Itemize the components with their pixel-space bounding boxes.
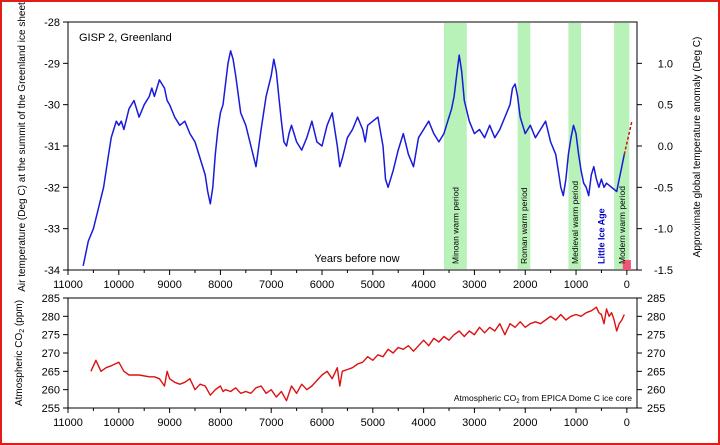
x-tick-label: 9000 (157, 279, 181, 291)
x-axis-label: Years before now (314, 253, 399, 265)
co2-line (90, 306, 625, 402)
co2-y2-tick-label: 285 (647, 293, 665, 305)
warm-period-label: Roman warm period (519, 187, 529, 264)
co2-plot-area (67, 297, 638, 409)
warm-period-label: Minoan warm period (450, 187, 460, 264)
co2-y-axis-label: Atmospheric CO2 (ppm) (14, 300, 26, 406)
co2-axes: 11000 10000 9000 8000 7000 6000 5000 4000 3000 20… (42, 293, 666, 429)
y-tick-label: -29 (44, 58, 60, 70)
co2-x-tick-label: 6000 (310, 417, 334, 429)
x-tick-label: 8000 (208, 279, 232, 291)
temperature-panel: GISP 2, Greenland Years before now Air t… (17, 2, 703, 292)
temperature-series (82, 50, 633, 270)
modern-marker (622, 260, 631, 270)
warm-period-bands (443, 23, 630, 269)
temperature-axes: 11000 10000 9000 8000 7000 6000 5000 4000 3000 20… (44, 17, 673, 291)
co2-series (90, 306, 625, 402)
co2-x-tick-label: 9000 (157, 417, 181, 429)
chart-title: GISP 2, Greenland (79, 32, 172, 44)
x-tick-label: 0 (624, 279, 630, 291)
co2-y2-tick-label: 275 (647, 330, 665, 342)
warm-period-band (517, 23, 531, 269)
y2-tick-label: 0.5 (658, 100, 673, 112)
co2-y-tick-label: 275 (42, 330, 60, 342)
y2-tick-label: -1.0 (654, 224, 673, 236)
warm-period-band (614, 23, 630, 269)
co2-annotation: Atmospheric CO2 from EPICA Dome C ice co… (454, 393, 632, 405)
co2-x-tick-label: 10000 (104, 417, 135, 429)
y-tick-label: -30 (44, 100, 60, 112)
warm-period-band (443, 23, 467, 269)
y-axis-label: Air temperature (Deg C) at the summit of… (17, 2, 28, 292)
y2-tick-label: 0.0 (658, 141, 673, 153)
x-tick-label: 7000 (259, 279, 283, 291)
x-tick-label: 5000 (361, 279, 385, 291)
x-tick-label: 11000 (53, 279, 83, 291)
y2-axis-label: Approximate global temperature anomaly (… (692, 37, 703, 258)
co2-x-tick-label: 1000 (564, 417, 588, 429)
co2-x-tick-label: 7000 (259, 417, 283, 429)
co2-y2-tick-label: 265 (647, 366, 665, 378)
co2-y-tick-label: 280 (42, 311, 60, 323)
y-tick-label: -34 (44, 265, 60, 277)
co2-x-tick-label: 2000 (513, 417, 537, 429)
co2-x-tick-label: 4000 (411, 417, 435, 429)
x-tick-label: 3000 (462, 279, 486, 291)
co2-x-tick-label: 11000 (53, 417, 83, 429)
x-tick-label: 1000 (564, 279, 588, 291)
co2-y2-tick-label: 260 (647, 385, 665, 397)
co2-x-tick-label: 8000 (208, 417, 232, 429)
warm-period-label: Modern warm period (617, 186, 627, 264)
y2-tick-label: -1.5 (654, 265, 673, 277)
co2-y2-tick-label: 270 (647, 348, 665, 360)
y-tick-label: -32 (44, 182, 60, 194)
warm-period-label: Medieval warm period (570, 181, 580, 264)
co2-y-tick-label: 270 (42, 348, 60, 360)
y2-tick-label: -0.5 (654, 182, 673, 194)
x-tick-label: 10000 (104, 279, 135, 291)
recent-warming-line (623, 121, 633, 155)
warm-period-band (568, 23, 582, 269)
y-tick-label: -28 (44, 17, 60, 29)
little-ice-age-label: Little Ice Age (596, 208, 606, 264)
temperature-line (82, 50, 626, 267)
y-tick-label: -31 (44, 141, 60, 153)
y-tick-label: -33 (44, 224, 60, 236)
x-tick-label: 6000 (310, 279, 334, 291)
x-tick-label: 2000 (513, 279, 537, 291)
co2-x-tick-label: 5000 (361, 417, 385, 429)
y2-tick-label: 1.0 (658, 58, 673, 70)
co2-y-tick-label: 260 (42, 385, 60, 397)
period-labels: Minoan warm period Roman warm period Medie… (450, 181, 626, 264)
co2-y2-tick-label: 280 (647, 311, 665, 323)
co2-y2-tick-label: 255 (647, 403, 665, 415)
co2-y-tick-label: 285 (42, 293, 60, 305)
co2-y-tick-label: 265 (42, 366, 60, 378)
x-tick-label: 4000 (411, 279, 435, 291)
co2-x-tick-label: 3000 (462, 417, 486, 429)
co2-x-tick-label: 0 (624, 417, 630, 429)
co2-y-tick-label: 255 (42, 403, 60, 415)
co2-panel: Atmospheric CO2 (ppm) Atmospheric CO2 fr… (14, 293, 665, 429)
